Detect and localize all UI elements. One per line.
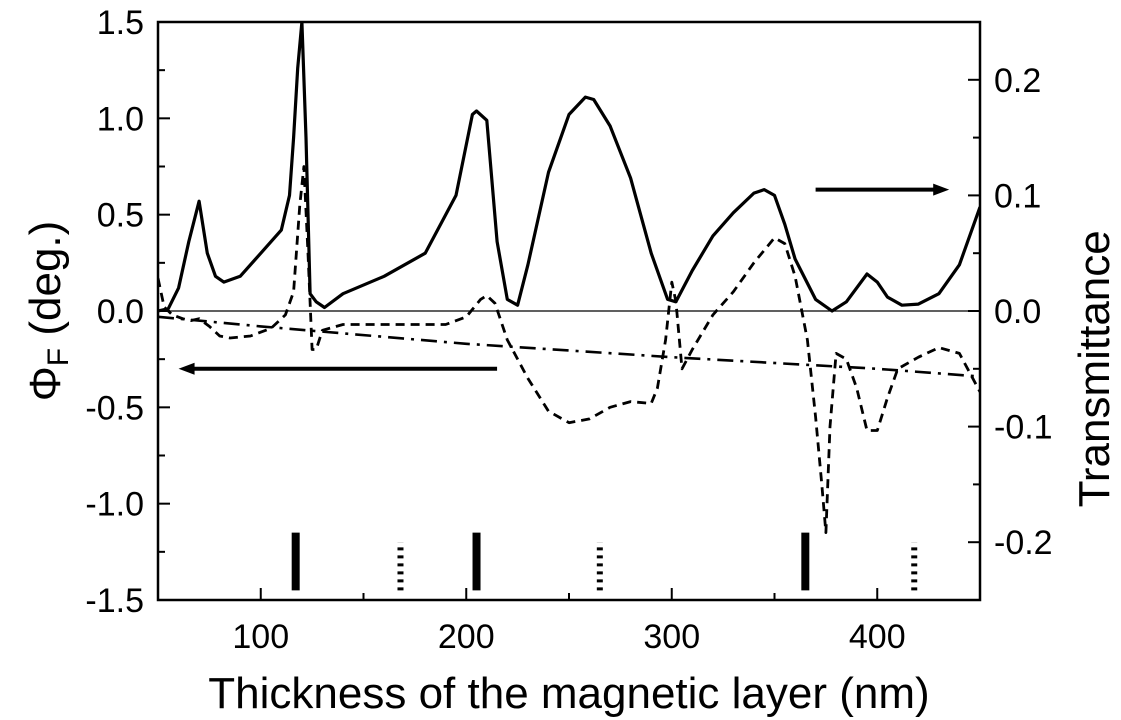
- y-axis-left-title: ΦF (deg.): [21, 221, 75, 402]
- x-axis-title: Thickness of the magnetic layer (nm): [208, 669, 929, 718]
- arrow-head: [933, 183, 950, 196]
- arrow-head: [178, 362, 195, 375]
- y-left-tick-label: -1.5: [85, 582, 144, 620]
- y-axis-right-title: Transmittance: [1070, 230, 1119, 507]
- y-left-tick-label: 0.5: [97, 197, 144, 235]
- y-right-tick-label: -0.2: [994, 524, 1053, 562]
- arrow-right-axis: [815, 183, 950, 196]
- tick-markers: [291, 532, 918, 591]
- x-tick-label: 400: [849, 618, 906, 656]
- series-line-dashdot: [158, 315, 980, 378]
- y-left-tick-label: 0.0: [97, 293, 144, 331]
- plot-content: [158, 22, 980, 534]
- arrow-left-axis: [178, 362, 498, 375]
- x-tick-label: 200: [438, 618, 495, 656]
- x-tick-label: 100: [232, 618, 289, 656]
- y-left-tick-label: -0.5: [85, 389, 144, 427]
- y-axis-left-symbol: Φ: [21, 366, 70, 401]
- y-right-tick-label: 0.1: [994, 177, 1041, 215]
- y-right-tick-label: 0.2: [994, 62, 1041, 100]
- y-right-tick-label: -0.1: [994, 409, 1053, 447]
- y-axis-left-subscript: F: [42, 348, 75, 366]
- y-left-tick-label: 1.0: [97, 100, 144, 138]
- axis-arrows: [178, 183, 950, 375]
- axis-ticks: 100 200 300 400 -1.5 -1.0 -0.5 0.0 0.5 1.0 1.5 -0.2…: [85, 4, 1052, 656]
- series-line-dashed: [158, 165, 980, 534]
- y-right-tick-label: 0.0: [994, 293, 1041, 331]
- y-left-tick-label: -1.0: [85, 486, 144, 524]
- x-tick-label: 300: [643, 618, 700, 656]
- series-line-solid: [158, 22, 980, 313]
- y-axis-left-unit: (deg.): [21, 221, 70, 348]
- y-left-tick-label: 1.5: [97, 4, 144, 42]
